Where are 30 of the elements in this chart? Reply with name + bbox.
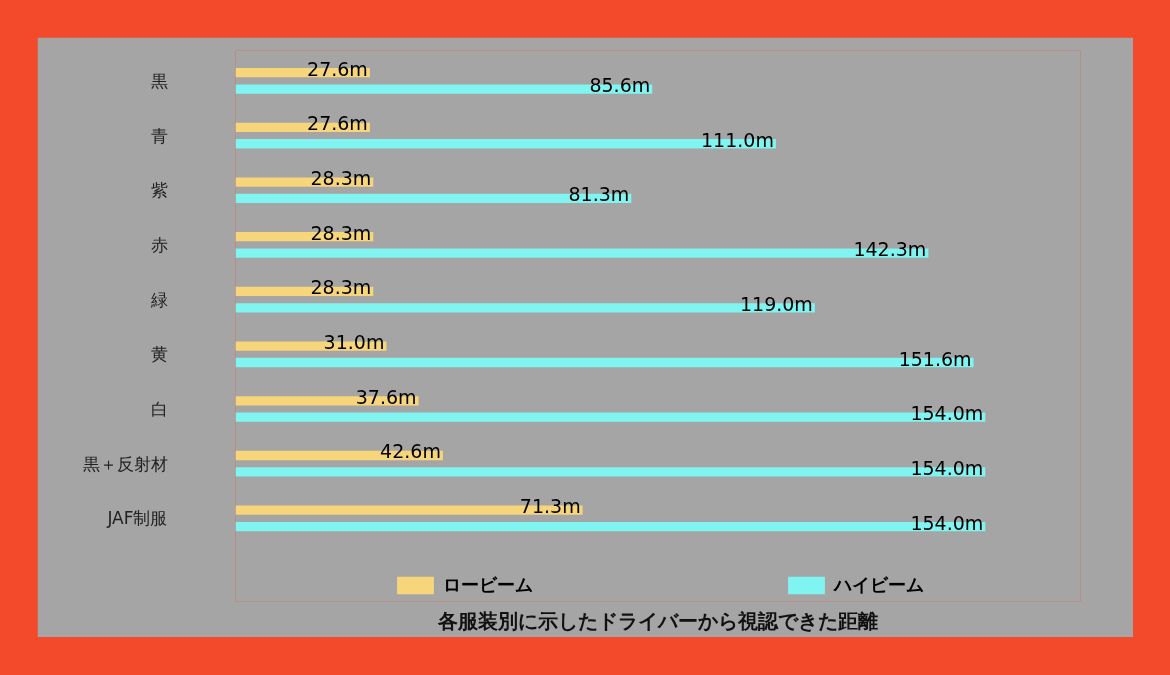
- y-tick-label: 青: [150, 125, 168, 146]
- data-label: 27.6m: [307, 112, 368, 135]
- data-label: 154.0m: [910, 456, 984, 479]
- data-label: 28.3m: [310, 276, 372, 299]
- data-label: 111.0m: [701, 128, 774, 151]
- data-label: 28.3m: [310, 221, 372, 244]
- y-tick-label: 白: [150, 398, 168, 419]
- data-label: 151.6m: [898, 347, 972, 370]
- text: 各服装別に示したドライバーから視認できた距離: [437, 608, 878, 633]
- legend-label: ハイビーム: [833, 573, 924, 597]
- data-label: 81.3m: [568, 183, 630, 206]
- data-label: 37.6m: [355, 385, 417, 408]
- data-label: 31.0m: [323, 331, 385, 354]
- y-tick-label: JAF制服: [106, 508, 168, 529]
- y-tick-label: 黒: [150, 70, 168, 91]
- data-label: 154.0m: [910, 511, 984, 534]
- data-label: 85.6m: [589, 74, 651, 97]
- y-tick-label: 黄: [150, 344, 168, 365]
- data-label: 142.3m: [853, 238, 927, 261]
- data-label: 119.0m: [739, 292, 813, 315]
- y-tick-label: 赤: [150, 234, 168, 255]
- y-tick-label: 黒＋反射材: [82, 453, 168, 474]
- y-tick-label: 緑: [149, 289, 168, 310]
- data-label: 28.3m: [310, 167, 372, 190]
- data-label: 71.3m: [519, 495, 581, 518]
- data-label: 27.6m: [307, 57, 368, 80]
- data-label: 42.6m: [380, 440, 441, 463]
- data-label: 154.0m: [910, 402, 984, 425]
- y-tick-label: 紫: [150, 180, 168, 201]
- legend-label: ロービーム: [442, 573, 533, 597]
